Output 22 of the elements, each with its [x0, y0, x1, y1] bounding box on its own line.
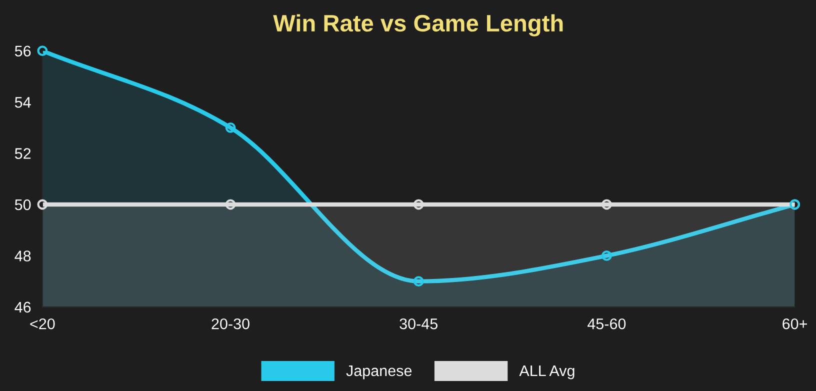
x-tick-label: <20	[30, 318, 55, 330]
point	[413, 276, 424, 287]
point	[225, 122, 236, 133]
legend-label: Japanese	[346, 366, 412, 380]
x-tick-label: 20-30	[212, 318, 250, 330]
y-tick-label: 56	[14, 46, 31, 57]
point	[601, 199, 612, 210]
y-tick-label: 48	[14, 250, 31, 262]
y-tick-label: 52	[14, 148, 31, 159]
point	[225, 199, 236, 210]
chart-title: Win Rate vs Game Length	[273, 14, 563, 36]
x-tick-label: 30-45	[400, 318, 438, 330]
y-tick-label: 46	[14, 302, 31, 313]
legend-label: ALL Avg	[519, 366, 574, 380]
point	[601, 250, 612, 261]
point	[413, 199, 424, 210]
y-tick-label: 54	[14, 97, 31, 108]
y-tick-label: 50	[14, 199, 31, 210]
x-tick-label: 45-60	[588, 318, 626, 330]
point	[37, 199, 48, 210]
x-tick-label: 60+	[782, 318, 807, 330]
point	[37, 46, 48, 56]
